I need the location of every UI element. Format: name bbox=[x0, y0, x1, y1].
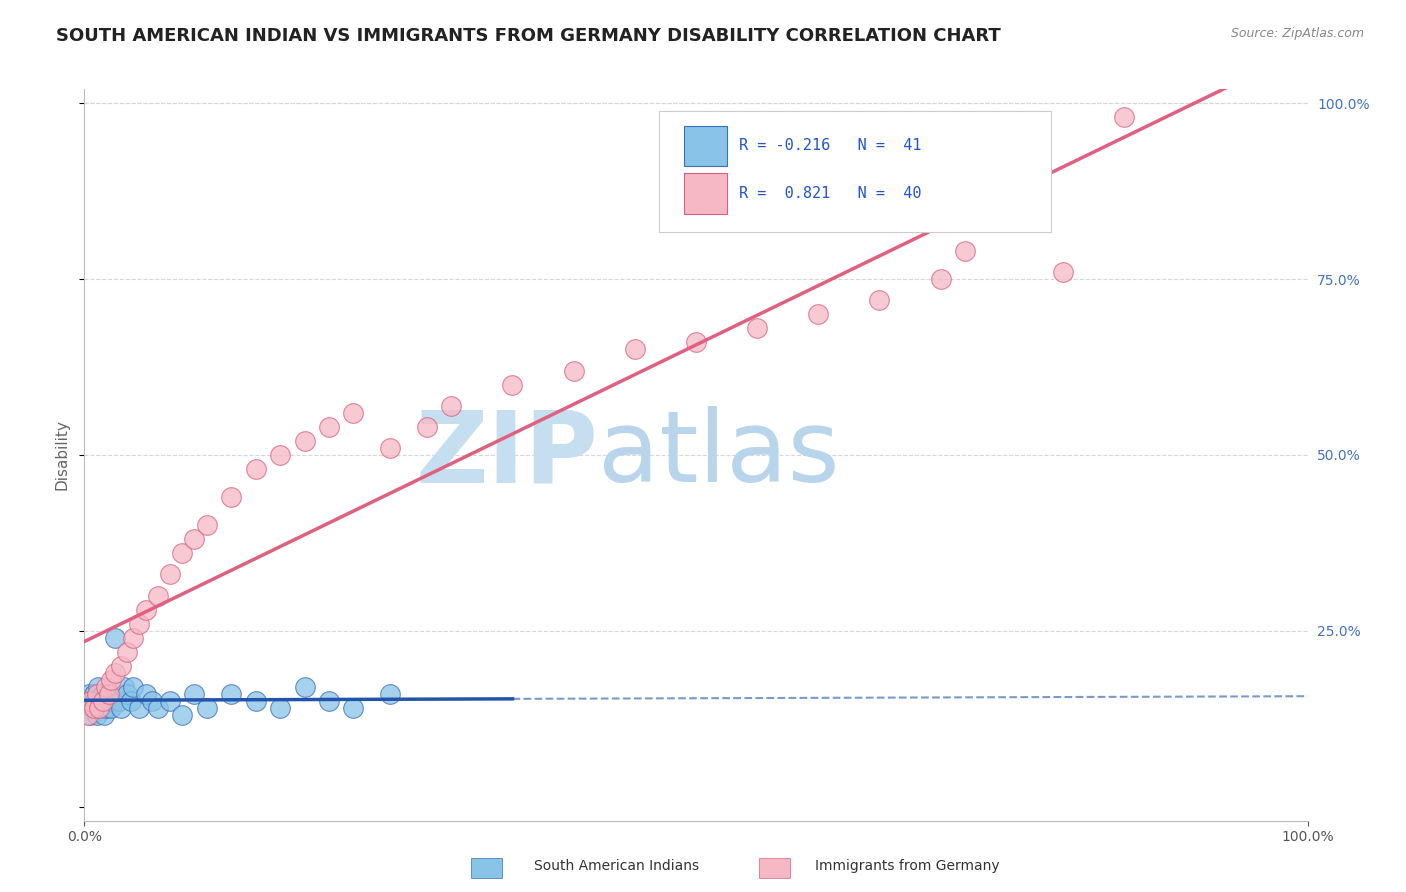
Point bbox=[183, 687, 205, 701]
Point bbox=[172, 546, 194, 560]
Point bbox=[100, 701, 122, 715]
Point bbox=[120, 694, 142, 708]
Point bbox=[86, 687, 108, 701]
Point bbox=[83, 701, 105, 715]
Point bbox=[128, 616, 150, 631]
Point bbox=[141, 694, 163, 708]
Point bbox=[82, 701, 104, 715]
Point bbox=[96, 680, 118, 694]
Text: atlas: atlas bbox=[598, 407, 839, 503]
Point bbox=[624, 343, 647, 357]
Point bbox=[77, 708, 100, 723]
Point bbox=[77, 687, 100, 701]
Point bbox=[953, 244, 976, 258]
Point bbox=[195, 518, 218, 533]
Point bbox=[294, 680, 316, 694]
Point bbox=[146, 701, 169, 715]
Point bbox=[318, 419, 340, 434]
Point bbox=[195, 701, 218, 715]
Point bbox=[135, 687, 157, 701]
Point bbox=[685, 335, 707, 350]
Point bbox=[76, 701, 98, 715]
Point bbox=[115, 687, 138, 701]
Text: R = -0.216   N =  41: R = -0.216 N = 41 bbox=[738, 138, 921, 153]
Point bbox=[245, 462, 267, 476]
Point bbox=[245, 694, 267, 708]
Point bbox=[269, 701, 291, 715]
FancyBboxPatch shape bbox=[659, 112, 1050, 232]
Text: SOUTH AMERICAN INDIAN VS IMMIGRANTS FROM GERMANY DISABILITY CORRELATION CHART: SOUTH AMERICAN INDIAN VS IMMIGRANTS FROM… bbox=[56, 27, 1001, 45]
Point bbox=[110, 659, 132, 673]
Point bbox=[112, 680, 135, 694]
Point bbox=[172, 708, 194, 723]
Point bbox=[94, 694, 117, 708]
Point bbox=[107, 694, 129, 708]
Point bbox=[380, 441, 402, 455]
Text: South American Indians: South American Indians bbox=[534, 859, 699, 872]
Point bbox=[91, 687, 114, 701]
Point bbox=[97, 687, 120, 701]
Text: ZIP: ZIP bbox=[415, 407, 598, 503]
Point bbox=[416, 419, 439, 434]
Point bbox=[869, 293, 891, 308]
Point bbox=[159, 694, 181, 708]
Point bbox=[87, 680, 110, 694]
Text: Immigrants from Germany: Immigrants from Germany bbox=[815, 859, 1000, 872]
Point bbox=[440, 399, 463, 413]
Point bbox=[80, 694, 103, 708]
Point bbox=[87, 701, 110, 715]
Point bbox=[183, 533, 205, 547]
Point bbox=[96, 701, 118, 715]
Point bbox=[89, 694, 111, 708]
Point bbox=[146, 589, 169, 603]
Point bbox=[110, 701, 132, 715]
Point bbox=[87, 701, 110, 715]
Point bbox=[219, 687, 242, 701]
Point bbox=[97, 687, 120, 701]
Text: R =  0.821   N =  40: R = 0.821 N = 40 bbox=[738, 186, 921, 201]
Point bbox=[128, 701, 150, 715]
FancyBboxPatch shape bbox=[683, 173, 727, 213]
Point bbox=[86, 708, 108, 723]
Point bbox=[122, 680, 145, 694]
Point bbox=[219, 490, 242, 504]
Point bbox=[269, 448, 291, 462]
Point bbox=[122, 631, 145, 645]
Point bbox=[342, 406, 364, 420]
Point bbox=[318, 694, 340, 708]
Y-axis label: Disability: Disability bbox=[53, 419, 69, 491]
Point bbox=[747, 321, 769, 335]
Point bbox=[90, 701, 112, 715]
Point bbox=[135, 602, 157, 616]
Point bbox=[100, 673, 122, 687]
Point bbox=[91, 694, 114, 708]
Point bbox=[929, 272, 952, 286]
Point bbox=[79, 694, 101, 708]
Point bbox=[807, 307, 830, 321]
Point bbox=[380, 687, 402, 701]
Point bbox=[1114, 111, 1136, 125]
Point bbox=[104, 665, 127, 680]
Point bbox=[159, 567, 181, 582]
FancyBboxPatch shape bbox=[683, 126, 727, 166]
Point bbox=[562, 363, 585, 377]
Point bbox=[83, 687, 105, 701]
Point bbox=[79, 708, 101, 723]
Point bbox=[1052, 265, 1074, 279]
Point bbox=[342, 701, 364, 715]
Point bbox=[294, 434, 316, 448]
Point bbox=[115, 645, 138, 659]
Point bbox=[502, 377, 524, 392]
Point bbox=[104, 631, 127, 645]
Point bbox=[84, 694, 107, 708]
Point bbox=[97, 694, 120, 708]
Point bbox=[93, 708, 115, 723]
Text: Source: ZipAtlas.com: Source: ZipAtlas.com bbox=[1230, 27, 1364, 40]
